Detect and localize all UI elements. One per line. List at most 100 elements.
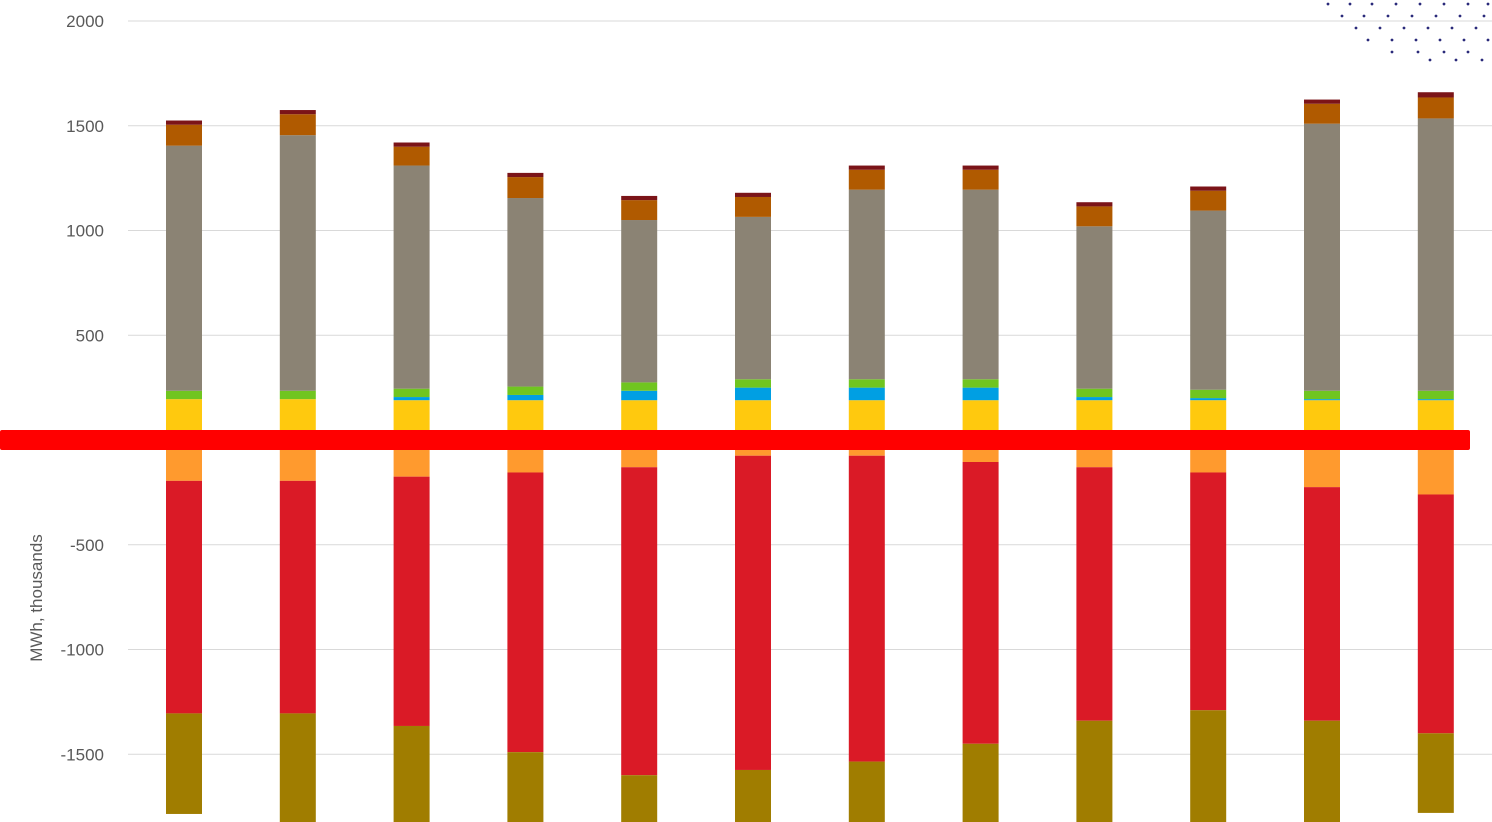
bar-segment-negative bbox=[279, 480, 316, 714]
decor-dot bbox=[1326, 2, 1330, 6]
bar-segment-positive bbox=[621, 220, 658, 383]
bar-segment-positive bbox=[848, 379, 885, 388]
bar-segment-positive bbox=[507, 198, 544, 387]
bar-segment-positive bbox=[1190, 186, 1227, 191]
bar-segment-positive bbox=[1076, 226, 1113, 389]
bar-segment-positive bbox=[393, 165, 430, 389]
bar-segment-positive bbox=[1190, 389, 1227, 399]
bar-segment-positive bbox=[507, 172, 544, 178]
red-highlight-bar bbox=[0, 430, 1470, 450]
bar-segment-negative bbox=[393, 476, 430, 726]
bar-segment-negative bbox=[848, 761, 885, 822]
y-tick-label: 2000 bbox=[66, 12, 104, 31]
bar-segment-positive bbox=[507, 394, 544, 401]
bar-segment-positive bbox=[166, 145, 202, 391]
decor-dot bbox=[1394, 2, 1398, 6]
dot-pattern-decoration bbox=[1326, 2, 1490, 62]
bar-segment-positive bbox=[621, 200, 658, 221]
y-tick-label: 1000 bbox=[66, 222, 104, 241]
bar-segment-positive bbox=[1076, 397, 1113, 401]
bar-segment-positive bbox=[1076, 206, 1113, 227]
bar-segment-positive bbox=[1304, 103, 1340, 124]
bar-segment-positive bbox=[166, 120, 202, 125]
bar-segment-positive bbox=[848, 387, 885, 401]
decor-dot bbox=[1414, 38, 1418, 42]
bar-segment-positive bbox=[962, 387, 999, 401]
bar-segment-positive bbox=[735, 196, 771, 217]
decor-dot bbox=[1362, 14, 1366, 18]
bar-segment-negative bbox=[621, 467, 658, 776]
y-tick-label: -1000 bbox=[61, 641, 104, 660]
y-tick-label: 1500 bbox=[66, 117, 104, 136]
decor-dot bbox=[1458, 14, 1462, 18]
bar-segment-negative bbox=[848, 455, 885, 762]
bar-segment-positive bbox=[848, 169, 885, 190]
decor-dot bbox=[1340, 14, 1344, 18]
bar-segment-negative bbox=[1076, 720, 1113, 822]
bar-segment-negative bbox=[1417, 494, 1454, 734]
bar-segment-positive bbox=[621, 195, 658, 201]
bar-segment-negative bbox=[507, 472, 544, 753]
decor-dot bbox=[1462, 38, 1466, 42]
bar-segment-negative bbox=[1304, 720, 1340, 822]
bar-segment-positive bbox=[1190, 398, 1227, 401]
y-tick-labels: 2000 1500 1000 500 -500 -1000 -1500 bbox=[61, 12, 104, 764]
bar-segment-positive bbox=[735, 379, 771, 388]
bar-segment-positive bbox=[735, 216, 771, 380]
bars bbox=[166, 92, 1454, 822]
bar-segment-positive bbox=[1304, 123, 1340, 391]
bar-segment-negative bbox=[735, 769, 771, 822]
bar-segment-positive bbox=[393, 142, 430, 147]
decor-dot bbox=[1416, 50, 1420, 54]
bar-segment-positive bbox=[1304, 399, 1340, 401]
gridlines bbox=[128, 20, 1492, 755]
bar-segment-negative bbox=[1076, 467, 1113, 721]
bar-segment-positive bbox=[735, 387, 771, 401]
bar-segment-negative bbox=[393, 725, 430, 822]
bar-segment-positive bbox=[1076, 388, 1113, 398]
bar-segment-positive bbox=[1417, 97, 1454, 119]
bar-segment-positive bbox=[166, 390, 202, 400]
bar-segment-positive bbox=[1304, 390, 1340, 400]
bar-segment-positive bbox=[848, 165, 885, 170]
decor-dot bbox=[1450, 26, 1454, 30]
bar-segment-positive bbox=[393, 146, 430, 166]
bar-segment-positive bbox=[735, 192, 771, 197]
bar-segment-negative bbox=[1190, 710, 1227, 822]
decor-dot bbox=[1486, 38, 1490, 42]
decor-dot bbox=[1486, 2, 1490, 6]
decor-dot bbox=[1466, 50, 1470, 54]
decor-dot bbox=[1366, 38, 1370, 42]
y-tick-label: -500 bbox=[70, 536, 104, 555]
decor-dot bbox=[1454, 58, 1458, 62]
y-tick-label: -1500 bbox=[61, 745, 104, 764]
decor-dot bbox=[1426, 26, 1430, 30]
bar-segment-negative bbox=[962, 743, 999, 822]
bar-segment-negative bbox=[166, 713, 202, 814]
bar-segment-positive bbox=[621, 382, 658, 391]
bar-segment-positive bbox=[393, 397, 430, 401]
decor-dot bbox=[1354, 26, 1358, 30]
decor-dot bbox=[1480, 58, 1484, 62]
bar-segment-negative bbox=[166, 480, 202, 714]
bar-segment-positive bbox=[279, 114, 316, 136]
annotation-marker bbox=[0, 430, 1470, 450]
bar-segment-positive bbox=[962, 165, 999, 170]
decor-dot bbox=[1474, 26, 1478, 30]
decor-dot bbox=[1370, 2, 1374, 6]
decor-dot bbox=[1438, 38, 1442, 42]
bar-segment-positive bbox=[1304, 99, 1340, 104]
decor-dot bbox=[1428, 58, 1432, 62]
bar-segment-positive bbox=[507, 177, 544, 199]
y-tick-label: 500 bbox=[76, 326, 104, 345]
bar-segment-positive bbox=[279, 390, 316, 400]
bar-segment-negative bbox=[735, 455, 771, 770]
decor-dot bbox=[1466, 2, 1470, 6]
decor-dot bbox=[1402, 26, 1406, 30]
bar-segment-positive bbox=[962, 379, 999, 388]
bar-segment-positive bbox=[1190, 210, 1227, 390]
bar-segment-positive bbox=[848, 189, 885, 380]
bar-segment-positive bbox=[1417, 118, 1454, 391]
